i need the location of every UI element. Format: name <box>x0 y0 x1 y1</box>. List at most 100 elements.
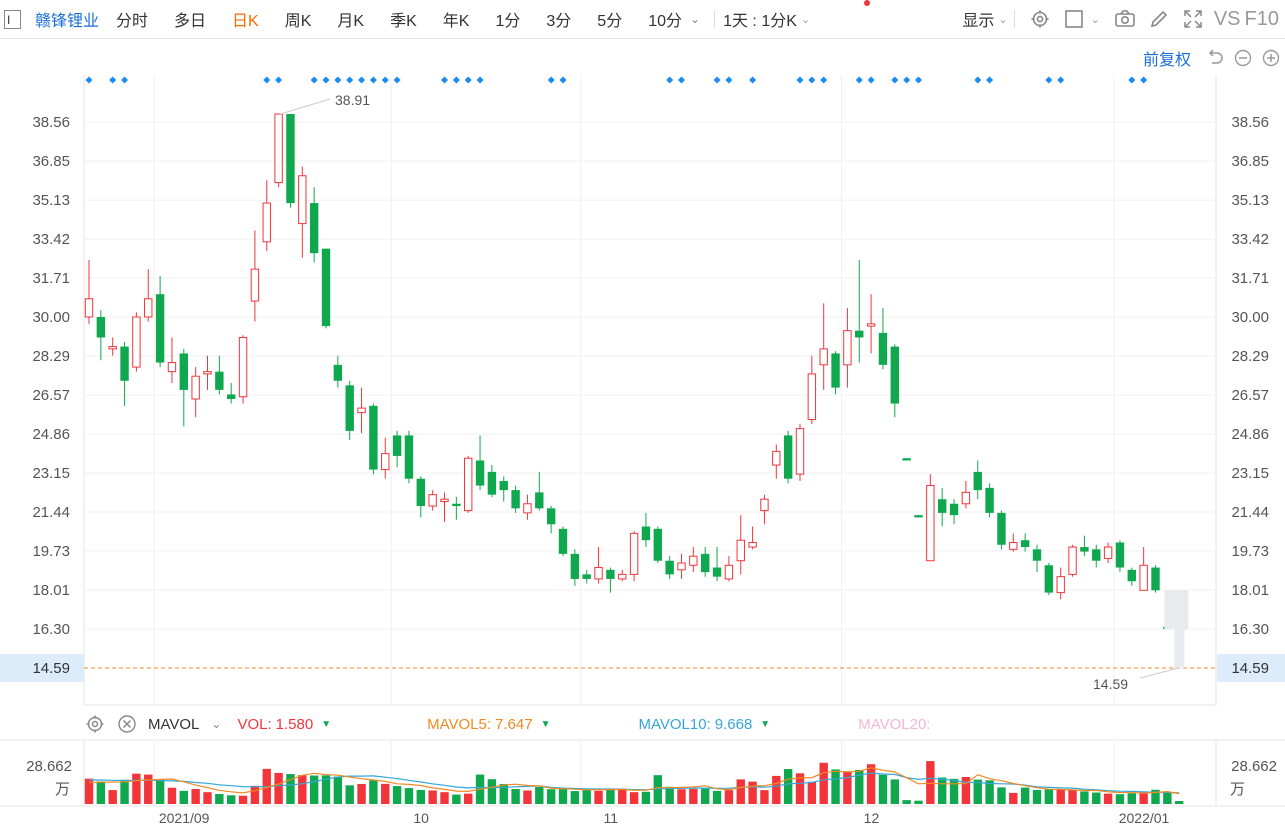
candle-body <box>84 298 94 318</box>
indicator-name[interactable]: MAVOL <box>148 715 200 733</box>
volume-bar <box>1092 792 1101 804</box>
candle-body <box>499 480 508 491</box>
period-selector[interactable]: 1天 : 1分K <box>723 13 797 30</box>
candle-body <box>772 450 781 466</box>
x-tick-label: 12 <box>864 810 880 826</box>
toolbar-divider <box>714 10 716 28</box>
chart-subbar: 前复权 <box>1143 44 1285 72</box>
settings-icon[interactable] <box>1029 8 1051 30</box>
volume-bar <box>238 795 248 804</box>
tab-5min[interactable]: 5分 <box>597 13 623 30</box>
candle-body <box>653 528 662 561</box>
y-tick-label-left: 30.00 <box>32 309 70 326</box>
candle-body <box>689 555 698 566</box>
candle-body <box>96 316 106 338</box>
price-adjust-selector[interactable]: 前复权 <box>1142 52 1191 69</box>
volume-bar <box>298 775 307 804</box>
tab-3min[interactable]: 3分 <box>546 13 572 30</box>
volume-bar <box>855 769 864 804</box>
volume-bar <box>724 790 734 804</box>
volume-bar <box>926 761 935 804</box>
y-tick-label-left: 33.42 <box>32 231 70 248</box>
settings-icon[interactable] <box>84 713 106 735</box>
vol-trend-icon: ▼ <box>321 718 332 730</box>
candle-body <box>594 567 603 580</box>
vs-compare-button[interactable]: VS <box>1213 7 1241 30</box>
candle-body <box>1056 576 1065 594</box>
tab-1min[interactable]: 1分 <box>495 13 521 30</box>
event-marker-icon <box>322 76 330 84</box>
volume-bar <box>914 800 923 804</box>
y-tick-label-left: 28.29 <box>32 348 70 365</box>
chevron-down-icon[interactable]: ⌄ <box>998 13 1008 26</box>
y-tick-label-right: 33.42 <box>1231 231 1269 248</box>
stock-name[interactable]: 赣锋锂业 <box>35 13 100 30</box>
candle-body <box>227 394 236 399</box>
candle-body <box>167 362 177 373</box>
chevron-down-icon[interactable]: ⌄ <box>211 717 222 731</box>
event-marker-icon <box>666 76 674 84</box>
volume-bar <box>274 772 283 804</box>
volume-bar <box>760 790 769 804</box>
candle-body <box>582 574 591 579</box>
undo-icon[interactable] <box>1204 47 1226 69</box>
event-marker-icon <box>808 76 816 84</box>
tab-quarterly-k[interactable]: 季K <box>390 13 417 30</box>
stock-chip[interactable]: I <box>4 9 21 29</box>
event-marker-icon <box>358 76 366 84</box>
tab-weekly-k[interactable]: 周K <box>284 13 312 30</box>
volume-bar <box>96 781 106 804</box>
candle-body <box>203 371 212 375</box>
pencil-icon[interactable] <box>1148 8 1170 30</box>
f10-button[interactable]: F10 <box>1244 7 1279 30</box>
candle-body <box>677 562 686 571</box>
tab-daily-k[interactable]: 日K <box>232 13 259 30</box>
candle-body <box>1080 547 1089 552</box>
chevron-down-icon[interactable]: ⌄ <box>1090 13 1100 26</box>
event-marker-icon <box>1140 76 1148 84</box>
volume-bar <box>392 786 402 804</box>
tab-intraday[interactable]: 分时 <box>116 13 149 30</box>
candle-body <box>878 332 888 365</box>
tab-10min[interactable]: 10分 <box>648 13 683 30</box>
volume-bar <box>949 778 959 804</box>
candle-body <box>1020 540 1030 548</box>
tab-multi-day[interactable]: 多日 <box>174 13 207 30</box>
event-marker-icon <box>547 76 555 84</box>
chevron-down-icon[interactable]: ⌄ <box>690 12 701 26</box>
fullscreen-icon[interactable] <box>1182 8 1204 30</box>
tab-yearly-k[interactable]: 年K <box>442 13 470 30</box>
y-tick-label-left: 38.56 <box>32 114 70 131</box>
candle-body <box>475 460 485 486</box>
camera-icon[interactable] <box>1114 8 1136 30</box>
vol-value: 1.580 <box>275 715 314 733</box>
event-marker-icon <box>310 76 318 84</box>
event-marker-icon <box>986 76 994 84</box>
event-marker-icon <box>441 76 448 84</box>
event-marker-icon <box>109 76 117 84</box>
volume-bar <box>783 769 793 804</box>
volume-bar <box>665 786 674 804</box>
event-marker-icon <box>85 76 93 84</box>
event-marker-icon <box>678 76 685 84</box>
candle-body <box>309 203 319 254</box>
plus-circle-icon[interactable] <box>1260 47 1282 69</box>
chevron-down-icon[interactable]: ⌄ <box>800 13 811 26</box>
close-circle-icon[interactable] <box>116 713 138 735</box>
event-marker-icon <box>749 76 757 84</box>
display-menu[interactable]: 显示 <box>962 13 995 30</box>
event-marker-icon <box>1057 76 1065 84</box>
tab-monthly-k[interactable]: 月K <box>337 13 365 30</box>
candle-body <box>1009 541 1018 550</box>
x-tick-label: 2022/01 <box>1119 810 1170 826</box>
candle-body <box>938 499 947 513</box>
mavol10-label: MAVOL10: <box>638 715 711 733</box>
candle-body <box>807 373 817 420</box>
event-marker-icon <box>867 76 875 84</box>
volume-bar <box>286 774 295 804</box>
square-icon[interactable] <box>1063 8 1085 30</box>
volume-bar <box>381 783 390 804</box>
candle-body <box>558 528 568 554</box>
minus-circle-icon[interactable] <box>1232 47 1254 69</box>
